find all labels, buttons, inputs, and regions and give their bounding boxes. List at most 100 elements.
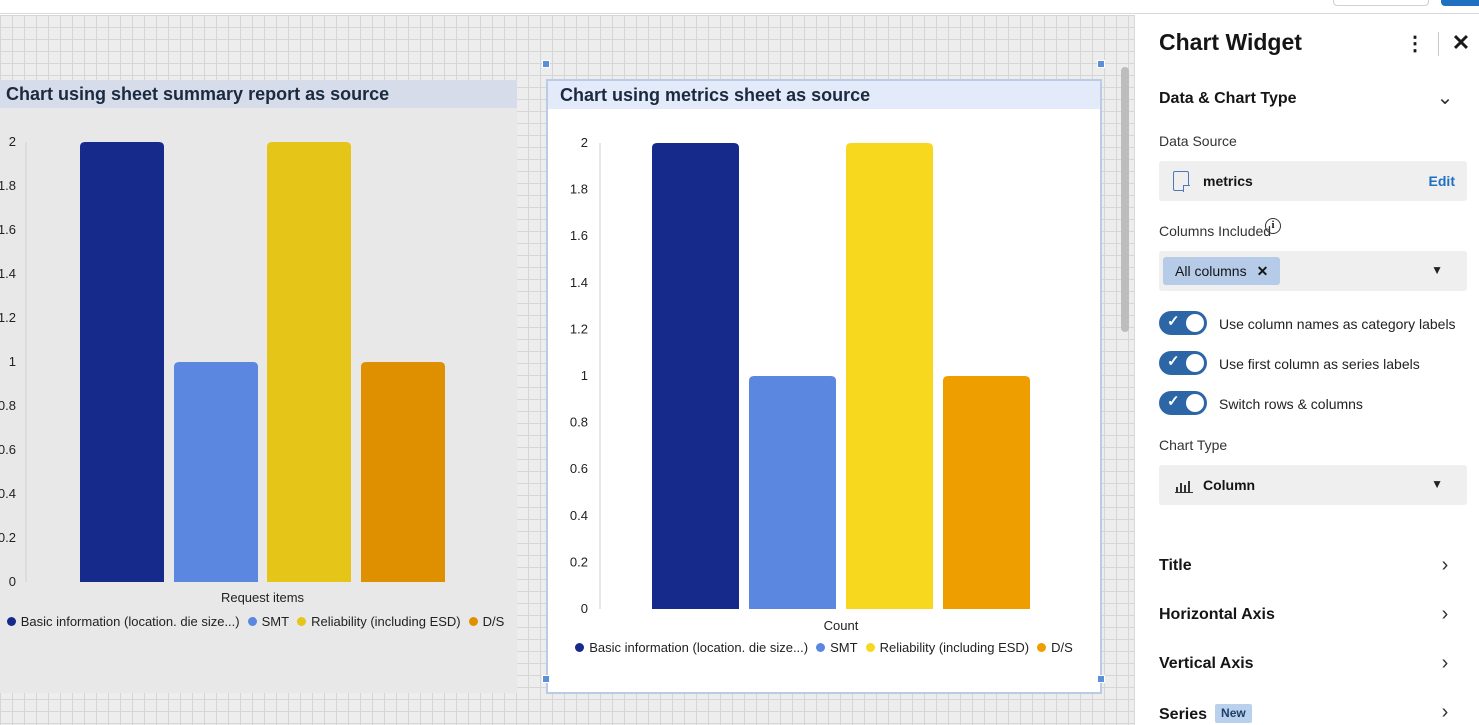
legend-swatch	[6, 617, 16, 626]
legend-swatch	[1037, 643, 1047, 652]
legend-label: Basic information (location. die size...…	[20, 614, 240, 629]
legend-label: SMT	[830, 640, 858, 655]
chart-legend: Basic information (location. die size...…	[0, 609, 517, 634]
y-tick-label: 0	[581, 601, 588, 616]
dropdown-caret-icon[interactable]: ▼	[1431, 263, 1443, 277]
section-series-label: Series	[1159, 706, 1208, 723]
y-tick-label: 1.2	[570, 321, 588, 336]
section-vertical-axis[interactable]: Vertical Axis	[1159, 655, 1254, 672]
dropdown-caret-icon[interactable]: ▼	[1431, 477, 1443, 491]
y-tick-label: 0.6	[570, 461, 588, 476]
data-source-label: Data Source	[1159, 133, 1237, 149]
x-axis-label: Request items	[221, 590, 305, 605]
columns-select[interactable]: All columns ✕ ▼	[1159, 251, 1467, 291]
toggle-first-column-series[interactable]: ✓	[1159, 351, 1207, 375]
legend-label: D/S	[1051, 640, 1073, 655]
toolbar-primary-button[interactable]	[1441, 0, 1479, 6]
y-tick-label: 1.8	[570, 182, 588, 197]
divider	[1438, 32, 1439, 56]
bar-ds[interactable]	[943, 376, 1030, 609]
legend-item[interactable]: D/S	[1037, 635, 1073, 660]
y-tick-label: 1.4	[0, 266, 16, 281]
bar-basic[interactable]	[652, 143, 739, 609]
data-source-value: metrics	[1203, 173, 1253, 189]
chart-widget-metrics-sheet[interactable]: Chart using metrics sheet as source 0 0.2…	[546, 79, 1102, 694]
resize-handle-top-right[interactable]	[1097, 60, 1105, 68]
column-chart-icon	[1175, 479, 1193, 493]
new-badge: New	[1215, 704, 1252, 723]
toggle-switch-rows-columns[interactable]: ✓	[1159, 391, 1207, 415]
chart-type-select[interactable]: Column ▼	[1159, 465, 1467, 505]
legend-label: SMT	[261, 614, 290, 629]
resize-handle-top-left[interactable]	[542, 60, 550, 68]
section-data-chart-type[interactable]: Data & Chart Type	[1159, 90, 1297, 107]
edit-data-source-link[interactable]: Edit	[1428, 173, 1455, 189]
legend-item[interactable]: SMT	[247, 609, 290, 634]
legend-item[interactable]: Reliability (including ESD)	[865, 635, 1029, 660]
y-tick-label: 1.8	[0, 178, 16, 193]
canvas-scrollbar[interactable]	[1121, 67, 1129, 332]
column-chart: 0 0.2 0.4 0.6 0.8 1 1.2 1.4 1.6 1.8 2 Request items	[0, 134, 445, 605]
bar-basic[interactable]	[80, 142, 164, 582]
bar-reliability[interactable]	[267, 142, 351, 582]
section-horizontal-axis[interactable]: Horizontal Axis	[1159, 606, 1275, 623]
kebab-menu-icon[interactable]: ⋮	[1405, 33, 1425, 55]
chevron-right-icon[interactable]: ›	[1441, 554, 1449, 576]
info-icon[interactable]: i	[1265, 218, 1281, 234]
legend-item[interactable]: Reliability (including ESD)	[297, 609, 461, 634]
top-toolbar	[0, 0, 1479, 14]
bar-ds[interactable]	[361, 362, 445, 582]
y-tick-label: 0.6	[0, 442, 16, 457]
chevron-right-icon[interactable]: ›	[1441, 701, 1449, 723]
y-tick-label: 0.4	[0, 486, 16, 501]
chart-widget-summary-report[interactable]: Chart using sheet summary report as sour…	[0, 80, 517, 693]
y-tick-label: 1.2	[0, 310, 16, 325]
close-icon[interactable]: ✕	[1451, 30, 1471, 55]
bar-smt[interactable]	[174, 362, 258, 582]
widget-title: Chart using sheet summary report as sour…	[0, 80, 517, 108]
legend-label: Reliability (including ESD)	[311, 614, 461, 629]
legend-swatch	[816, 643, 826, 652]
legend-swatch	[468, 617, 478, 626]
legend-swatch	[247, 617, 257, 626]
y-tick-label: 1.6	[0, 222, 16, 237]
section-series[interactable]: Series New	[1159, 704, 1252, 724]
legend-swatch	[575, 643, 585, 652]
y-tick-label: 1	[581, 368, 588, 383]
legend-item[interactable]: Basic information (location. die size...…	[575, 635, 808, 660]
y-tick-label: 2	[9, 134, 16, 149]
legend-swatch	[297, 617, 307, 626]
chevron-right-icon[interactable]: ›	[1441, 652, 1449, 674]
resize-handle-bottom-right[interactable]	[1097, 675, 1105, 683]
toggle-column-names-category[interactable]: ✓	[1159, 311, 1207, 335]
chart-type-label: Chart Type	[1159, 437, 1228, 453]
y-tick-label: 1.4	[570, 275, 588, 290]
legend-item[interactable]: SMT	[816, 635, 858, 660]
chip-remove-icon[interactable]: ✕	[1256, 263, 1269, 279]
toggle-label: Use first column as series labels	[1219, 356, 1420, 372]
legend-swatch	[865, 643, 875, 652]
legend-item[interactable]: D/S	[468, 609, 504, 634]
dashboard-canvas: Chart using sheet summary report as sour…	[0, 15, 1134, 725]
y-tick-label: 2	[581, 135, 588, 150]
bar-reliability[interactable]	[846, 143, 933, 609]
legend-item[interactable]: Basic information (location. die size...…	[6, 609, 240, 634]
sheet-icon	[1173, 171, 1190, 192]
toolbar-secondary-button[interactable]	[1333, 0, 1429, 6]
y-tick-label: 1.6	[570, 228, 588, 243]
y-tick-label: 0.4	[570, 508, 588, 523]
y-tick-label: 0.2	[0, 530, 16, 545]
chart-type-value: Column	[1203, 477, 1256, 493]
toggle-label: Use column names as category labels	[1219, 316, 1456, 332]
toggle-label: Switch rows & columns	[1219, 396, 1363, 412]
column-chip: All columns ✕	[1163, 257, 1281, 285]
resize-handle-bottom-left[interactable]	[542, 675, 550, 683]
bar-smt[interactable]	[749, 376, 836, 609]
x-axis-label: Count	[824, 618, 859, 633]
chevron-down-icon[interactable]: ⌄	[1436, 87, 1454, 109]
y-tick-label: 1	[9, 354, 16, 369]
section-title[interactable]: Title	[1159, 557, 1192, 574]
chevron-right-icon[interactable]: ›	[1441, 603, 1449, 625]
y-tick-label: 0	[9, 574, 16, 589]
data-source-field: metrics Edit	[1159, 161, 1467, 201]
